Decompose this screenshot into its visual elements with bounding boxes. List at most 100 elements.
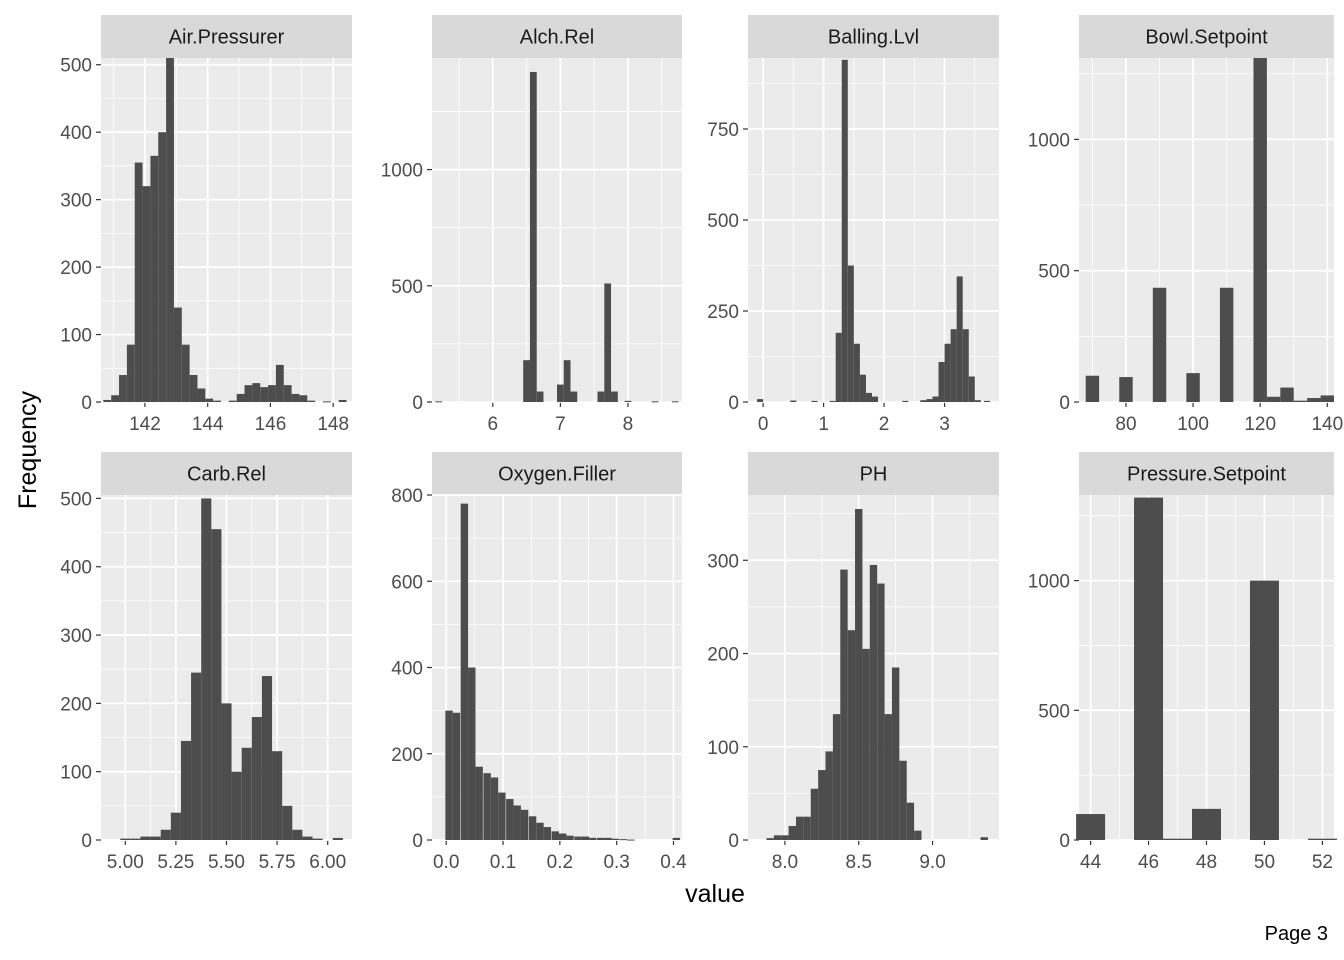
histogram-bar	[160, 829, 171, 840]
histogram-bar	[847, 265, 854, 402]
histogram-bar	[1307, 838, 1337, 840]
x-tick-label: 0	[758, 414, 769, 435]
histogram-bar	[627, 839, 635, 841]
histogram-bar	[213, 400, 222, 402]
histogram-bar	[460, 503, 469, 840]
histogram-bar	[914, 830, 922, 840]
y-axis-title: Frequency	[14, 390, 42, 509]
histogram-bar	[307, 400, 316, 402]
histogram-bar	[818, 770, 826, 840]
histogram-bar	[468, 667, 476, 840]
histogram-bar	[261, 676, 273, 840]
facet-bowl-setpoint: Bowl.Setpoint 80 100 120 140 0 500 1000	[1028, 15, 1343, 435]
histogram-bar	[956, 276, 963, 402]
histogram-bar	[651, 401, 659, 403]
histogram-bar	[869, 564, 878, 840]
x-tick-label: 46	[1138, 852, 1159, 873]
facet-ph: PH 8.0 8.5 9.0 0 100 200 300	[707, 452, 999, 873]
histogram-bar	[1134, 497, 1164, 840]
histogram-bar	[252, 383, 261, 402]
histogram-bar	[292, 829, 303, 840]
y-tick-label: 300	[707, 551, 739, 572]
histogram-bar	[1076, 814, 1106, 840]
histogram-bar	[302, 836, 313, 840]
histogram-bar	[862, 648, 870, 840]
histogram-bar	[251, 717, 262, 840]
x-tick-label: 0.4	[660, 852, 687, 873]
facet-title: Balling.Lvl	[828, 27, 919, 49]
x-axis-title: value	[685, 880, 745, 908]
facet-balling-lvl: Balling.Lvl 0 1 2 3 0 250 500 750	[707, 15, 999, 435]
y-tick-label: 0	[728, 393, 739, 414]
histogram-bar	[312, 838, 323, 840]
histogram-bar	[126, 344, 135, 402]
y-tick-label: 200	[60, 694, 92, 715]
x-tick-label: 7	[555, 414, 566, 435]
x-tick-label: 0.0	[433, 852, 459, 873]
x-tick-label: 52	[1312, 852, 1333, 873]
histogram-bar	[120, 838, 131, 840]
y-tick-label: 100	[60, 326, 92, 347]
histogram-bar	[166, 58, 174, 402]
histogram-bar	[282, 805, 293, 840]
facet-title: Air.Pressurer	[169, 27, 285, 49]
histogram-bar	[119, 375, 127, 402]
x-tick-label: 146	[255, 414, 287, 435]
histogram-bar	[790, 400, 797, 402]
histogram-bar	[1249, 580, 1279, 840]
histogram-bar	[570, 391, 578, 402]
histogram-bar	[611, 391, 618, 402]
histogram-bar	[832, 714, 841, 840]
histogram-bar	[962, 329, 969, 402]
x-tick-label: 5.25	[157, 852, 194, 873]
histogram-bar	[558, 833, 567, 840]
x-tick-label: 6	[488, 414, 499, 435]
histogram-bar	[1219, 287, 1234, 402]
y-tick-label: 0	[81, 393, 92, 414]
histogram-bar	[322, 401, 331, 403]
histogram-bar	[902, 400, 909, 402]
histogram-bar	[205, 398, 214, 402]
y-tick-label: 500	[1038, 262, 1070, 283]
page-number: Page 3	[1264, 923, 1328, 945]
histogram-bar	[197, 388, 206, 402]
y-tick-label: 400	[60, 558, 92, 579]
facet-air-pressurer: Air.Pressurer 142 144 146 148 0 100 200 300 400 50…	[60, 15, 352, 435]
histogram-bar	[611, 838, 620, 840]
histogram-bar	[597, 837, 605, 840]
y-tick-label: 800	[391, 486, 423, 507]
histogram-bar	[835, 332, 842, 402]
x-tick-label: 142	[129, 414, 161, 435]
histogram-bar	[291, 393, 300, 402]
facet-strip	[101, 15, 352, 58]
y-tick-label: 200	[707, 645, 739, 666]
histogram-bar	[1186, 373, 1200, 402]
facet-carb-rel: Carb.Rel 5.00 5.25 5.50 5.75 6.00 0 100 200 300 40…	[60, 452, 352, 873]
histogram-bar	[130, 838, 141, 840]
histogram-bar	[1192, 808, 1221, 840]
histogram-bar	[810, 788, 819, 840]
x-tick-label: 148	[317, 414, 349, 435]
histogram-bar	[926, 399, 933, 402]
y-tick-label: 600	[391, 572, 423, 593]
y-tick-label: 0	[1059, 393, 1070, 414]
histogram-bar	[950, 329, 957, 402]
histogram-bar	[452, 712, 461, 840]
y-tick-label: 500	[60, 489, 92, 510]
histogram-bar	[180, 740, 192, 840]
histogram-bar	[597, 391, 605, 402]
histogram-bar	[475, 766, 483, 840]
facet-title: Carb.Rel	[187, 464, 266, 486]
facet-title: Oxygen.Filler	[498, 464, 616, 486]
histogram-bar	[1085, 375, 1100, 402]
x-tick-label: 2	[879, 414, 890, 435]
histogram-bar	[932, 396, 939, 402]
facet-alch-rel: Alch.Rel 6 7 8 0 500 1000	[381, 15, 682, 435]
histogram-bar	[557, 384, 564, 402]
histogram-bar	[520, 809, 529, 840]
histogram-bar	[498, 792, 506, 840]
x-tick-label: 0.1	[490, 852, 516, 873]
x-tick-label: 120	[1244, 414, 1276, 435]
facet-title: Bowl.Setpoint	[1145, 27, 1268, 49]
y-tick-label: 200	[60, 258, 92, 279]
